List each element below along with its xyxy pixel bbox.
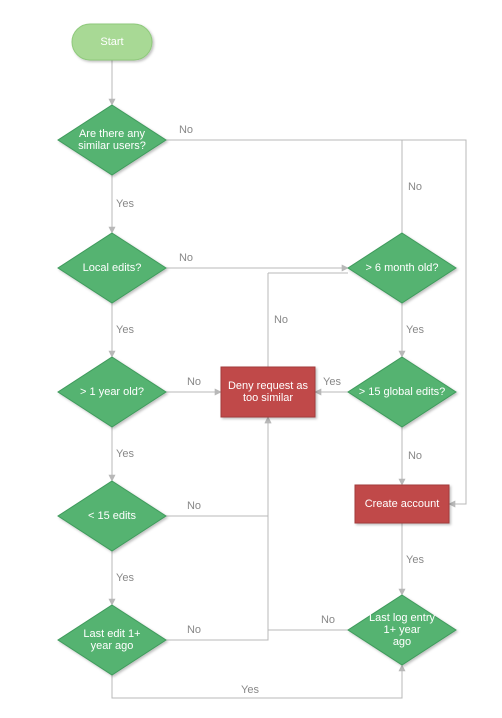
- edge-label: Yes: [116, 572, 134, 584]
- flowchart: Yes No Yes No Yes No Yes No No Yes No No Yes Yes No Yes…: [0, 0, 502, 718]
- edge-label: No: [187, 624, 201, 636]
- node-label: Start: [100, 36, 123, 48]
- node-similar: Are there anysimilar users?: [58, 105, 166, 175]
- node-label: Local edits?: [83, 262, 142, 274]
- edge-label: No: [187, 500, 201, 512]
- node-year1: > 1 year old?: [58, 357, 166, 427]
- flow-edge: [206, 140, 466, 504]
- node-label: 1+ year: [384, 624, 421, 636]
- node-label: Deny request as: [228, 380, 309, 392]
- node-gt15g: > 15 global edits?: [348, 357, 456, 427]
- edge-label: No: [179, 124, 193, 136]
- edge-label: No: [408, 450, 422, 462]
- node-label: > 1 year old?: [80, 386, 144, 398]
- node-month6: > 6 month old?: [348, 233, 456, 303]
- node-create: Create account: [355, 485, 449, 523]
- node-label: Create account: [365, 498, 440, 510]
- node-label: Are there any: [79, 128, 146, 140]
- node-deny: Deny request astoo similar: [221, 367, 315, 417]
- node-start: Start: [72, 24, 152, 60]
- node-label: similar users?: [78, 140, 146, 152]
- edge-label: No: [408, 181, 422, 193]
- edge-label: No: [187, 376, 201, 388]
- edge-label: Yes: [406, 554, 424, 566]
- node-label: < 15 edits: [88, 510, 137, 522]
- edge-label: Yes: [406, 324, 424, 336]
- node-lastedit: Last edit 1+year ago: [58, 605, 166, 675]
- flow-edge: [166, 417, 268, 516]
- edge-label: Yes: [116, 324, 134, 336]
- node-label: year ago: [91, 640, 134, 652]
- node-lt15: < 15 edits: [58, 481, 166, 551]
- edge-label: Yes: [323, 376, 341, 388]
- node-label: Last log entry: [369, 612, 436, 624]
- node-label: ago: [393, 636, 411, 648]
- edge-label: No: [179, 252, 193, 264]
- node-lastlog: Last log entry1+ yearago: [348, 595, 456, 665]
- edge-label: Yes: [241, 684, 259, 696]
- edge-label: No: [321, 614, 335, 626]
- edge-label: No: [274, 314, 288, 326]
- node-label: > 6 month old?: [365, 262, 438, 274]
- node-label: > 15 global edits?: [359, 386, 446, 398]
- node-label: too similar: [243, 392, 293, 404]
- node-local: Local edits?: [58, 233, 166, 303]
- edge-label: Yes: [116, 198, 134, 210]
- flow-edge: [166, 417, 268, 640]
- node-label: Last edit 1+: [83, 628, 140, 640]
- edge-label: Yes: [116, 448, 134, 460]
